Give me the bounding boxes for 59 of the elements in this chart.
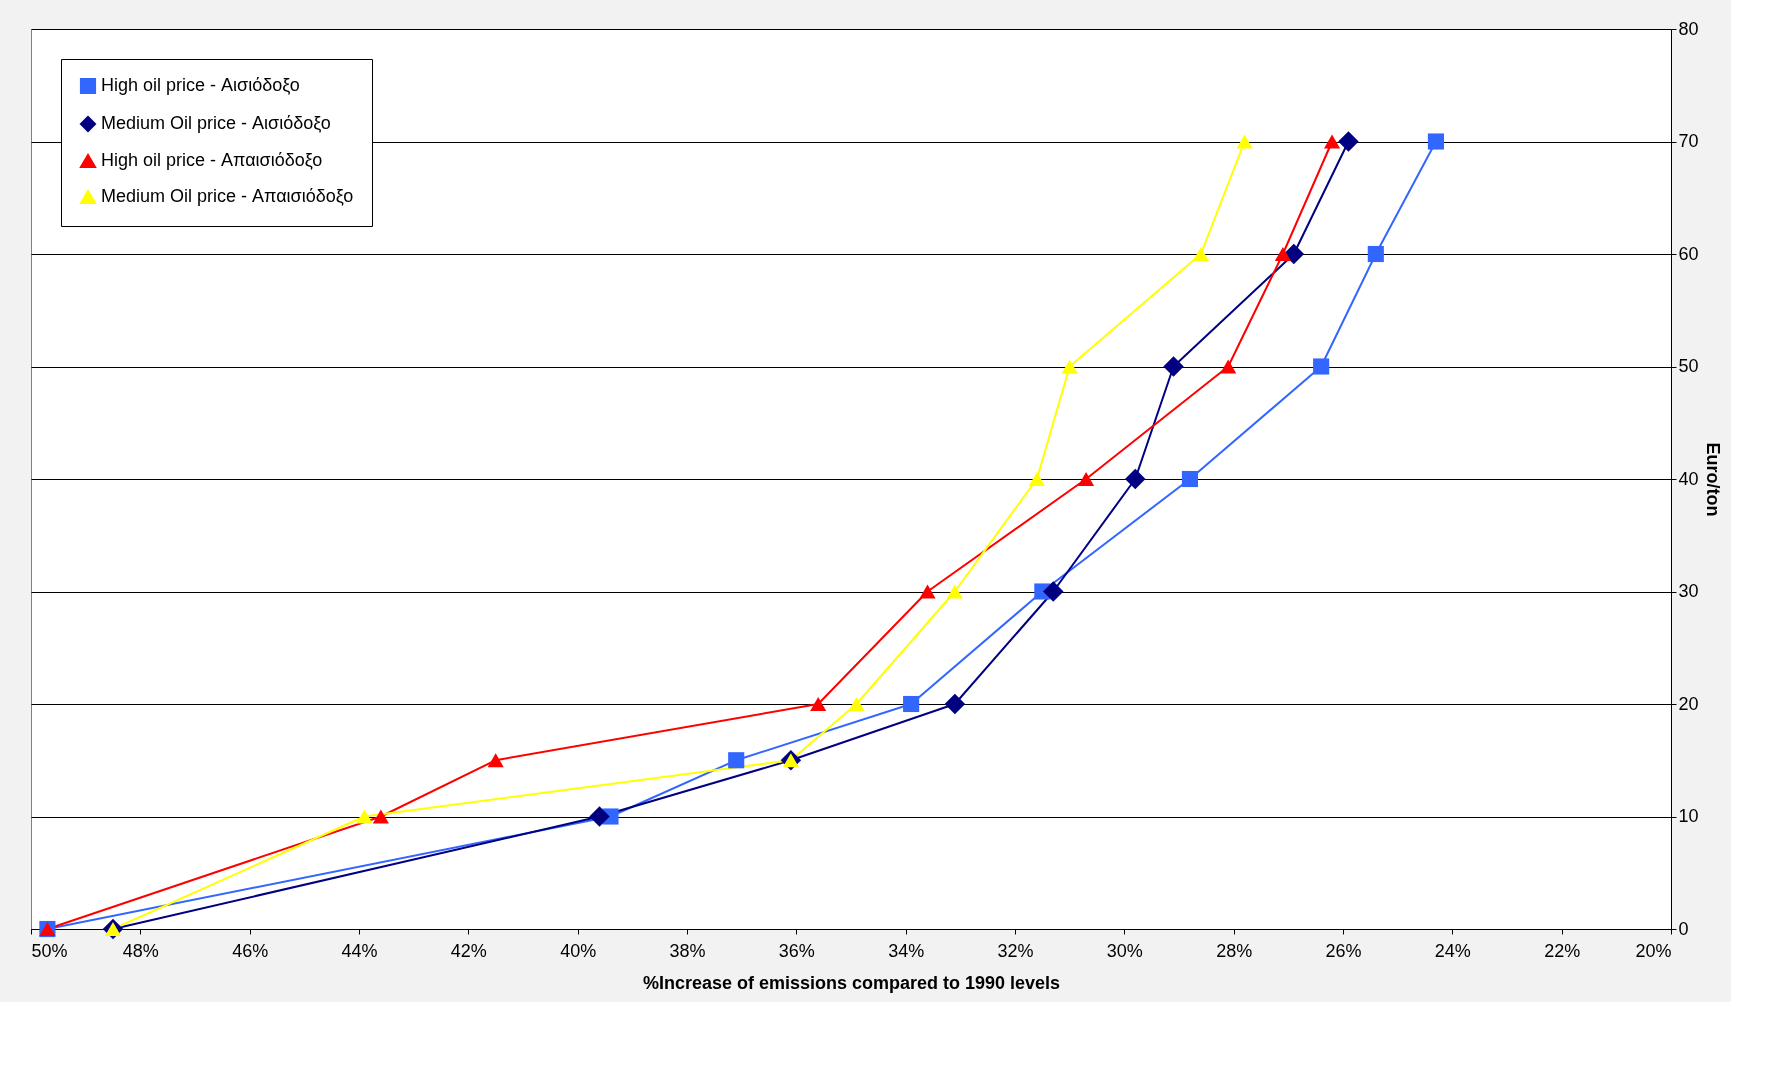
point [1192,247,1209,261]
y-tick-label: 0 [1678,918,1689,939]
point [356,809,373,824]
point [903,695,920,713]
x-tick-label: 48% [122,940,159,961]
point [1274,247,1291,261]
point [1427,133,1444,150]
y-axis-title: Euro/ton [1702,442,1723,517]
y-tick-label: 60 [1678,243,1699,264]
y-tick-label: 80 [1678,18,1699,39]
point [1313,358,1330,375]
x-tick-label: 30% [1106,940,1143,961]
x-tick-label: 40% [560,940,597,961]
point [1220,359,1237,374]
y-tick-label: 10 [1678,806,1699,826]
x-tick-label: 36% [778,940,815,961]
legend-label: High oil price - Απαισιόδοξο [101,150,323,170]
x-tick-label: 46% [232,940,269,961]
x-tick-label: 38% [669,940,706,961]
point [946,584,963,599]
x-tick-label: 42% [450,940,487,961]
point [810,697,827,711]
y-tick-label: 70 [1678,131,1699,151]
x-tick-label: 28% [1216,940,1253,961]
x-tick-label: 26% [1325,940,1362,961]
legend-label: High oil price - Αισιόδοξο [101,75,300,95]
point [728,752,745,769]
point [1028,472,1045,486]
x-tick-label: 32% [997,940,1034,961]
x-tick-label: 22% [1544,940,1581,961]
y-tick-label: 50 [1678,356,1699,376]
point [487,753,504,768]
x-tick-label: 50% [31,940,68,961]
x-tick-label: 34% [888,940,925,961]
legend-label: Medium Oil price - Αισιόδοξο [101,113,331,133]
point [1163,356,1184,377]
point [1367,245,1384,263]
point [1043,581,1064,602]
point [1324,134,1341,149]
x-tick-label: 24% [1434,940,1471,961]
point [589,806,610,827]
point [944,693,966,715]
x-axis-title: %Increase of emissions compared to 1990 levels [642,972,1061,993]
point [1078,472,1095,486]
point [1236,134,1253,149]
point [372,809,389,824]
point [1061,359,1078,374]
y-tick-label: 30 [1678,581,1699,601]
point [1338,131,1359,152]
y-tick-label: 40 [1678,468,1699,489]
point [1283,243,1305,265]
y-tick-label: 20 [1678,693,1699,714]
point [848,697,865,711]
x-tick-label: 20% [1635,940,1672,961]
legend-label: Medium Oil price - Απαισιόδοξο [101,186,354,206]
point [1181,470,1198,488]
point [919,584,936,599]
x-tick-label: 44% [341,940,378,961]
point [1125,468,1146,490]
